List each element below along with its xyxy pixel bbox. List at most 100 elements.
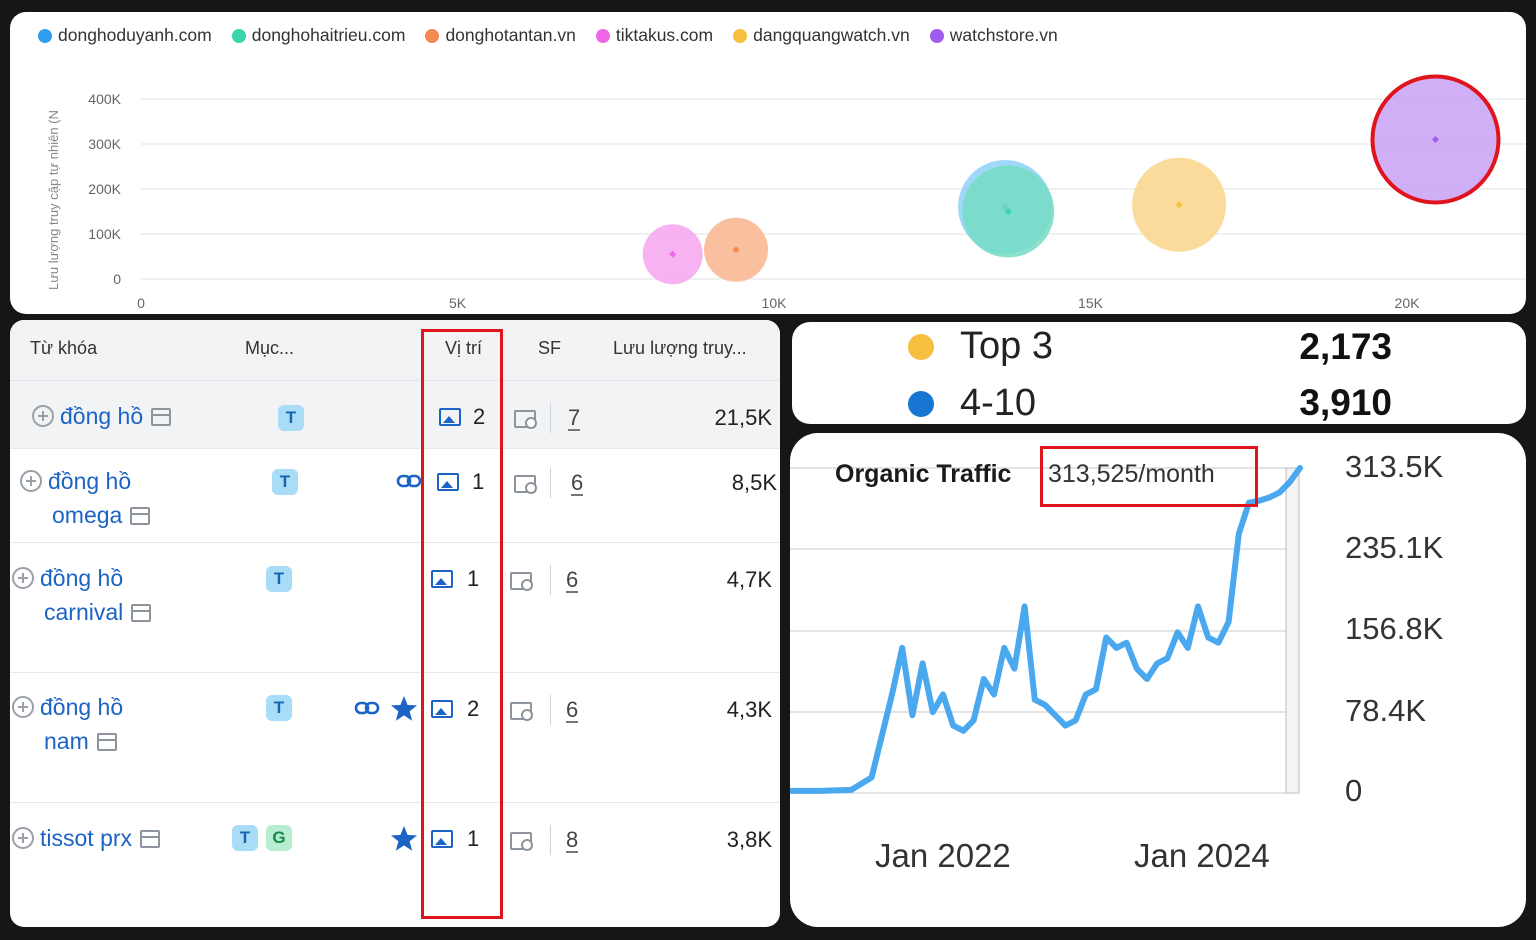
- legend-item-tiktakus[interactable]: tiktakus.com: [595, 25, 714, 46]
- star-icon: [391, 826, 417, 851]
- keyword-link[interactable]: tissot prx: [40, 825, 133, 851]
- image-feature-icon: [437, 473, 459, 491]
- gridlines: [790, 467, 1286, 794]
- y-tick: 235.1K: [1345, 530, 1444, 565]
- position-value: 1: [467, 826, 480, 851]
- legend-item-donghohaitrieu[interactable]: donghohaitrieu.com: [231, 25, 405, 46]
- organic-traffic-title: Organic Traffic: [835, 460, 1012, 488]
- star-icon: [391, 696, 417, 721]
- keyword-link-line2[interactable]: carnival: [44, 599, 124, 625]
- header-keyword[interactable]: Từ khóa: [30, 338, 98, 358]
- table-row: đồng hồ omega T 1 6 8,5K: [10, 449, 780, 543]
- traffic-value: 4,3K: [726, 697, 772, 722]
- legend-dot: [425, 28, 440, 43]
- organic-traffic-chart: [790, 465, 1303, 794]
- organic-traffic-value: 313,525/month: [1048, 460, 1215, 488]
- position-value: 2: [467, 696, 480, 721]
- table-header: Từ khóa Mục... Vị trí SF Lưu lượng truy.…: [10, 320, 780, 381]
- bubble-chart-plot: Lưu lượng truy cập tự nhiên (N 400K 300K 2…: [46, 74, 1526, 311]
- sf-count[interactable]: 8: [566, 827, 579, 853]
- gridlines: [141, 98, 1526, 280]
- legend-dot: [733, 28, 748, 43]
- y-tick-label: 400K: [88, 91, 121, 107]
- add-keyword-icon[interactable]: [12, 567, 34, 589]
- y-tick-label: 0: [113, 271, 121, 287]
- legend-item-donghoduyanh[interactable]: donghoduyanh.com: [38, 25, 212, 46]
- add-keyword-icon[interactable]: [12, 827, 34, 849]
- sf-divider: [550, 695, 551, 725]
- image-feature-icon: [439, 408, 461, 426]
- bubble-marks: [642, 74, 1501, 285]
- table-row: đồng hồ T 2 7 21,5K: [10, 381, 780, 449]
- legend-dot: [595, 28, 610, 43]
- sf-count[interactable]: 6: [566, 567, 579, 593]
- y-axis-label: Lưu lượng truy cập tự nhiên (N: [46, 110, 61, 290]
- y-tick: 156.8K: [1345, 611, 1444, 646]
- keyword-link[interactable]: đồng hồ: [48, 468, 132, 494]
- serp-card-icon: [131, 604, 152, 622]
- intent-badge-transactional: T: [266, 566, 292, 592]
- position-distribution-panel: Top 3 2,173 4-10 3,910: [792, 322, 1526, 424]
- legend-label: donghoduyanh.com: [58, 25, 212, 45]
- rank-row-top3: Top 3 2,173: [792, 322, 1526, 372]
- x-axis-ticks: 0 5K 10K 15K 20K: [137, 295, 1420, 311]
- chart-legend: donghoduyanh.com donghohaitrieu.com dong…: [38, 25, 1058, 46]
- header-intent[interactable]: Mục...: [245, 338, 295, 358]
- y-tick-label: 200K: [88, 181, 121, 197]
- serp-features-icon: [514, 475, 537, 494]
- serp-features-icon: [510, 702, 533, 721]
- rank-value: 3,910: [1299, 382, 1392, 423]
- traffic-value: 3,8K: [726, 827, 772, 852]
- serp-card-icon: [140, 830, 161, 848]
- keyword-link-line2[interactable]: omega: [52, 502, 123, 528]
- traffic-value: 4,7K: [726, 567, 772, 592]
- table-row: đồng hồ carnival T 1 6 4,7K: [10, 543, 780, 673]
- position-value: 1: [467, 566, 480, 591]
- x-tick-label: 10K: [762, 295, 788, 311]
- serp-card-icon: [96, 733, 117, 751]
- sf-divider: [550, 825, 551, 855]
- sf-divider: [550, 565, 551, 595]
- legend-item-watchstore[interactable]: watchstore.vn: [929, 25, 1058, 46]
- rank-label: Top 3: [960, 325, 1053, 367]
- intent-badge-transactional: T: [232, 825, 258, 851]
- keyword-cell[interactable]: đồng hồ carnival: [12, 561, 152, 629]
- keyword-link[interactable]: đồng hồ: [40, 694, 124, 720]
- position-column-highlight: [421, 329, 503, 919]
- table-row: tissot prx T G 1 8 3,8K: [10, 803, 780, 913]
- legend-item-donghotantan[interactable]: donghotantan.vn: [425, 25, 576, 46]
- header-sf[interactable]: SF: [538, 338, 562, 358]
- keyword-link[interactable]: đồng hồ: [60, 403, 144, 429]
- sf-count[interactable]: 6: [566, 697, 579, 723]
- y-tick: 313.5K: [1345, 449, 1444, 484]
- legend-label: tiktakus.com: [615, 25, 714, 45]
- 4-10-dot-icon: [908, 391, 934, 417]
- link-icon: [354, 701, 380, 715]
- chart-frame-right: [1285, 467, 1300, 794]
- image-feature-icon: [431, 830, 453, 848]
- legend-item-dangquangwatch[interactable]: dangquangwatch.vn: [733, 25, 910, 46]
- keyword-cell[interactable]: đồng hồ nam: [12, 690, 123, 758]
- watchstore-highlight-circle: [1370, 74, 1501, 205]
- add-keyword-icon[interactable]: [20, 470, 42, 492]
- add-keyword-icon[interactable]: [32, 405, 54, 427]
- sf-count[interactable]: 6: [571, 470, 584, 496]
- x-tick-label: 20K: [1395, 295, 1421, 311]
- x-tick: Jan 2024: [1134, 837, 1270, 874]
- add-keyword-icon[interactable]: [12, 696, 34, 718]
- header-position[interactable]: Vị trí: [445, 338, 483, 358]
- serp-card-icon: [151, 408, 172, 426]
- keyword-cell[interactable]: đồng hồ: [32, 399, 172, 433]
- keyword-link[interactable]: đồng hồ: [40, 565, 124, 591]
- legend-dot: [231, 28, 246, 43]
- keyword-cell[interactable]: đồng hồ omega: [20, 464, 151, 532]
- keyword-table-panel: Từ khóa Mục... Vị trí SF Lưu lượng truy.…: [10, 320, 780, 927]
- y-tick: 0: [1345, 773, 1363, 808]
- keyword-link-line2[interactable]: nam: [44, 728, 89, 754]
- x-tick-label: 15K: [1078, 295, 1104, 311]
- traffic-value-highlight: [1040, 446, 1258, 507]
- sf-count[interactable]: 7: [568, 405, 581, 431]
- keyword-cell[interactable]: tissot prx: [12, 821, 161, 855]
- header-traffic[interactable]: Lưu lượng truy...: [613, 338, 747, 358]
- intent-badge-transactional: T: [266, 695, 292, 721]
